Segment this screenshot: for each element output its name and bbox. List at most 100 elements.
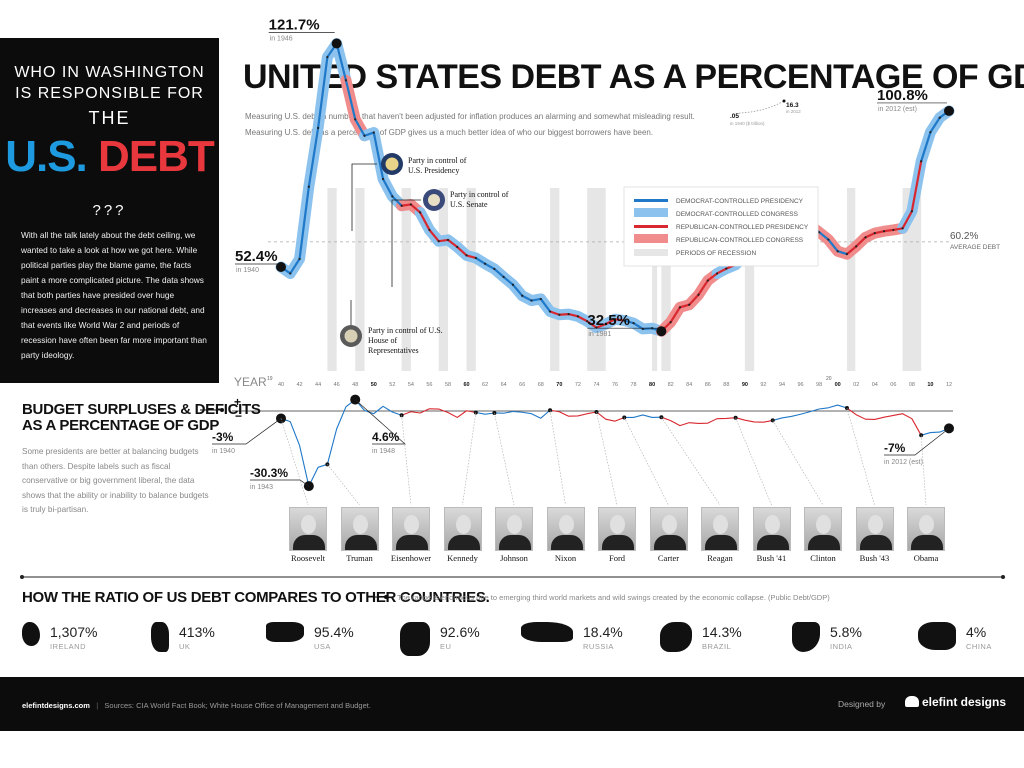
legend-label-dem-pres: DEMOCRAT-CONTROLLED PRESIDENCY [676, 198, 804, 205]
year-tick-label: 92 [760, 382, 766, 388]
legend-label-rep-pres: REPUBLICAN-CONTROLLED PRESIDENCY [676, 224, 809, 231]
intro-question-marks: ??? [92, 202, 127, 219]
president-name: Ford [608, 553, 626, 563]
year-axis-label: YEAR [234, 375, 267, 389]
country-item: 5.8% INDIA [792, 616, 902, 660]
debt-annotation-marker [331, 38, 342, 49]
legend: DEMOCRAT-CONTROLLED PRESIDENCY DEMOCRAT-… [623, 186, 819, 267]
portrait-suit [344, 535, 377, 550]
footer-designed-by: Designed by [838, 699, 886, 709]
debt-point [465, 254, 468, 257]
debt-point [910, 210, 913, 213]
deficit-axis: + − [232, 395, 953, 423]
debt-point [938, 116, 941, 119]
president-name: Bush '41 [756, 553, 787, 563]
debt-point [428, 228, 431, 232]
debt-point [484, 262, 487, 265]
debt-point [864, 236, 867, 239]
debt-point [372, 131, 375, 134]
debt-annotation-value: 121.7% [269, 17, 320, 34]
president-connector [280, 418, 309, 506]
president-connector [624, 417, 669, 506]
presidents-rule-dot-left [20, 575, 24, 579]
legend-swatch-dem-cong [634, 208, 668, 217]
country-value: 4% [966, 624, 987, 640]
president-connector [772, 420, 824, 506]
seal-senate-label: Party in control of U.S. Senate [450, 190, 509, 209]
countries-heading-dot [384, 595, 388, 599]
president-portrait [495, 507, 533, 551]
subtitle-line1: Measuring U.S. debt in numbers that have… [245, 112, 695, 121]
president-portrait [546, 507, 585, 551]
debt-point [576, 315, 579, 318]
mini-start-note: in 1940 ($ trillion) [730, 121, 765, 126]
country-value: 5.8% [830, 624, 862, 640]
average-debt-label: 60.2% [950, 231, 978, 242]
surplus-heading-dot [220, 408, 224, 412]
country-item: 92.6% EU [400, 616, 510, 660]
president-connector [661, 417, 721, 506]
portrait-face [301, 515, 316, 534]
subtitle: Measuring U.S. debt in numbers that have… [245, 109, 765, 141]
seal-presidency-label: Party in control of U.S. Presidency [408, 156, 467, 175]
country-item: 1,307% IRELAND [22, 616, 132, 660]
footer-site-link[interactable]: elefintdesigns.com [22, 701, 90, 710]
mini-end-note: in 2012 [786, 109, 801, 114]
legend-swatch-rep-cong [634, 234, 668, 243]
president-portrait [804, 507, 842, 551]
portrait-suit [602, 535, 634, 550]
debt-point [697, 293, 700, 296]
president-connector [327, 464, 360, 506]
country-name: BRAZIL [702, 642, 732, 651]
debt-point [623, 319, 626, 322]
debt-point [344, 79, 348, 82]
portrait-suit [293, 535, 325, 550]
president-name: Clinton [810, 553, 836, 563]
year-tick-label: 50 [371, 382, 377, 388]
debt-point [548, 310, 552, 313]
debt-annotation-value: 52.4% [235, 248, 278, 265]
country-item: 18.4% RUSSIA [521, 616, 631, 660]
year-tick-label: 58 [445, 382, 451, 388]
deficit-minus-label: − [235, 409, 242, 423]
ireland-map-icon [22, 622, 40, 646]
president-name: Johnson [500, 553, 528, 563]
intro-panel: WHO IN WASHINGTON IS RESPONSIBLE FOR THE… [0, 38, 219, 383]
year-tick-label: 70 [556, 382, 562, 388]
debt-point [855, 245, 858, 248]
president-name: Truman [346, 553, 373, 563]
deficit-segment [624, 414, 662, 418]
debt-annotation-value: 32.5% [587, 312, 630, 329]
president-connector [401, 415, 412, 506]
debt-point [530, 299, 533, 302]
portrait-face [352, 515, 368, 534]
president-name: Carter [657, 553, 680, 563]
recession-band [846, 188, 856, 371]
year-tick-label: 44 [315, 382, 321, 388]
portrait-face [610, 515, 625, 534]
recession-band [744, 188, 755, 371]
debt-point [493, 267, 496, 271]
portrait-suit [705, 535, 737, 550]
year-tick-label: 84 [686, 382, 692, 388]
presidential-seal-inner [385, 157, 399, 171]
year-tick-label: 08 [909, 382, 915, 388]
debt-point [409, 203, 412, 206]
president-portrait [752, 507, 791, 551]
deficit-annotation-note: in 1940 [212, 448, 235, 455]
debt-annotation-note: in 2012 (est) [878, 106, 917, 113]
year-tick-label: 80 [649, 382, 655, 388]
year-tick-label: 10 [927, 382, 933, 388]
president-connectors [280, 407, 927, 506]
surplus-body: Some presidents are better at balancing … [22, 447, 209, 514]
seal-senate-pointer [391, 199, 421, 287]
debt-point [354, 118, 357, 121]
seal-presidency [351, 153, 403, 231]
debt-annotations: 52.4% in 1940 121.7% in 1946 32.5% in 1981 100… [235, 17, 954, 338]
congress-segment [897, 105, 955, 234]
deficit-annotation-pointer [354, 399, 406, 445]
deficit-segment [661, 416, 773, 427]
year-tick-label: 94 [779, 382, 785, 388]
deficit-annotation-value: 4.6% [372, 430, 400, 444]
